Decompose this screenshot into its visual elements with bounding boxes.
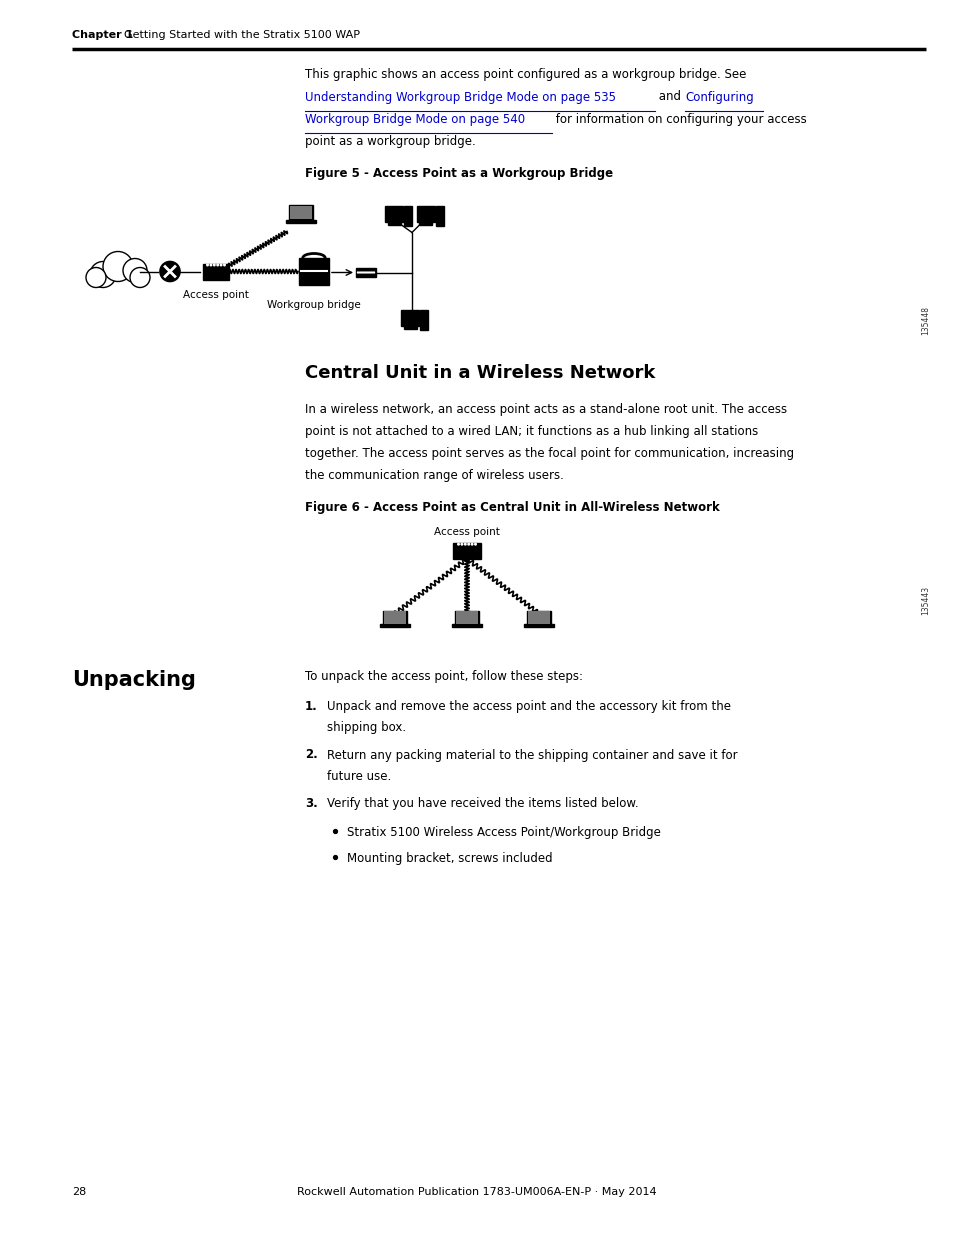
Text: 3.: 3. — [305, 798, 317, 810]
Text: Figure 5 - Access Point as a Workgroup Bridge: Figure 5 - Access Point as a Workgroup B… — [305, 168, 613, 180]
FancyBboxPatch shape — [419, 222, 432, 225]
FancyBboxPatch shape — [453, 542, 480, 558]
Polygon shape — [405, 326, 415, 329]
Circle shape — [223, 264, 225, 266]
FancyBboxPatch shape — [286, 220, 315, 224]
Text: Access point: Access point — [434, 527, 499, 537]
Polygon shape — [420, 222, 431, 224]
Text: shipping box.: shipping box. — [327, 721, 406, 735]
Text: Stratix 5100 Wireless Access Point/Workgroup Bridge: Stratix 5100 Wireless Access Point/Workg… — [347, 826, 660, 840]
FancyBboxPatch shape — [420, 310, 427, 330]
Circle shape — [213, 264, 214, 266]
FancyBboxPatch shape — [290, 206, 312, 219]
Circle shape — [123, 258, 147, 283]
FancyBboxPatch shape — [404, 206, 412, 226]
Circle shape — [471, 543, 473, 545]
FancyBboxPatch shape — [416, 206, 435, 222]
Text: the communication range of wireless users.: the communication range of wireless user… — [305, 469, 563, 482]
Circle shape — [467, 543, 469, 545]
FancyBboxPatch shape — [400, 310, 419, 326]
Text: point as a workgroup bridge.: point as a workgroup bridge. — [305, 136, 476, 148]
Text: Workgroup Bridge Mode on page 540: Workgroup Bridge Mode on page 540 — [305, 112, 524, 126]
Text: future use.: future use. — [327, 771, 391, 783]
Text: Central Unit in a Wireless Network: Central Unit in a Wireless Network — [305, 363, 655, 382]
Text: point is not attached to a wired LAN; it functions as a hub linking all stations: point is not attached to a wired LAN; it… — [305, 425, 758, 438]
Circle shape — [220, 264, 222, 266]
Text: This graphic shows an access point configured as a workgroup bridge. See: This graphic shows an access point confi… — [305, 68, 745, 82]
FancyBboxPatch shape — [403, 326, 416, 330]
Circle shape — [103, 252, 132, 282]
FancyBboxPatch shape — [455, 611, 478, 625]
Text: Workgroup bridge: Workgroup bridge — [267, 300, 360, 310]
Circle shape — [460, 543, 462, 545]
Circle shape — [207, 264, 208, 266]
FancyBboxPatch shape — [523, 624, 554, 627]
FancyBboxPatch shape — [527, 611, 550, 624]
Text: and: and — [655, 90, 684, 104]
Text: Unpack and remove the access point and the accessory kit from the: Unpack and remove the access point and t… — [327, 700, 730, 713]
Circle shape — [464, 543, 466, 545]
Text: Return any packing material to the shipping container and save it for: Return any packing material to the shipp… — [327, 748, 737, 762]
Text: Verify that you have received the items listed below.: Verify that you have received the items … — [327, 798, 638, 810]
Text: Configuring: Configuring — [684, 90, 753, 104]
FancyBboxPatch shape — [298, 258, 329, 285]
Text: Rockwell Automation Publication 1783-UM006A-EN-P · May 2014: Rockwell Automation Publication 1783-UM0… — [297, 1187, 656, 1197]
Text: Unpacking: Unpacking — [71, 669, 195, 689]
Text: Mounting bracket, screws included: Mounting bracket, screws included — [347, 852, 552, 864]
FancyBboxPatch shape — [456, 611, 477, 624]
FancyBboxPatch shape — [289, 205, 313, 220]
FancyBboxPatch shape — [383, 611, 406, 624]
Text: for information on configuring your access: for information on configuring your acce… — [552, 112, 806, 126]
Circle shape — [130, 268, 150, 288]
Circle shape — [457, 543, 458, 545]
FancyBboxPatch shape — [452, 624, 481, 627]
Polygon shape — [389, 222, 398, 224]
Text: 28: 28 — [71, 1187, 86, 1197]
FancyBboxPatch shape — [355, 268, 375, 277]
FancyBboxPatch shape — [526, 611, 551, 625]
Text: 1.: 1. — [305, 700, 317, 713]
Text: together. The access point serves as the focal point for communication, increasi: together. The access point serves as the… — [305, 447, 793, 461]
Text: 135448: 135448 — [921, 306, 929, 335]
Text: 135443: 135443 — [921, 587, 929, 615]
FancyBboxPatch shape — [203, 263, 229, 279]
Circle shape — [86, 268, 106, 288]
Circle shape — [475, 543, 476, 545]
Text: Figure 6 - Access Point as Central Unit in All-Wireless Network: Figure 6 - Access Point as Central Unit … — [305, 500, 719, 514]
Text: Understanding Workgroup Bridge Mode on page 535: Understanding Workgroup Bridge Mode on p… — [305, 90, 616, 104]
FancyBboxPatch shape — [436, 206, 443, 226]
Text: Chapter 1: Chapter 1 — [71, 30, 133, 40]
FancyBboxPatch shape — [382, 611, 407, 625]
Circle shape — [216, 264, 218, 266]
FancyBboxPatch shape — [387, 222, 400, 225]
Text: 2.: 2. — [305, 748, 317, 762]
Circle shape — [210, 264, 212, 266]
FancyBboxPatch shape — [384, 206, 403, 222]
Circle shape — [160, 262, 180, 282]
Circle shape — [90, 262, 116, 288]
Text: To unpack the access point, follow these steps:: To unpack the access point, follow these… — [305, 669, 582, 683]
FancyBboxPatch shape — [379, 624, 410, 627]
Text: Getting Started with the Stratix 5100 WAP: Getting Started with the Stratix 5100 WA… — [124, 30, 359, 40]
Text: In a wireless network, an access point acts as a stand-alone root unit. The acce: In a wireless network, an access point a… — [305, 404, 786, 416]
Text: Access point: Access point — [183, 289, 249, 300]
